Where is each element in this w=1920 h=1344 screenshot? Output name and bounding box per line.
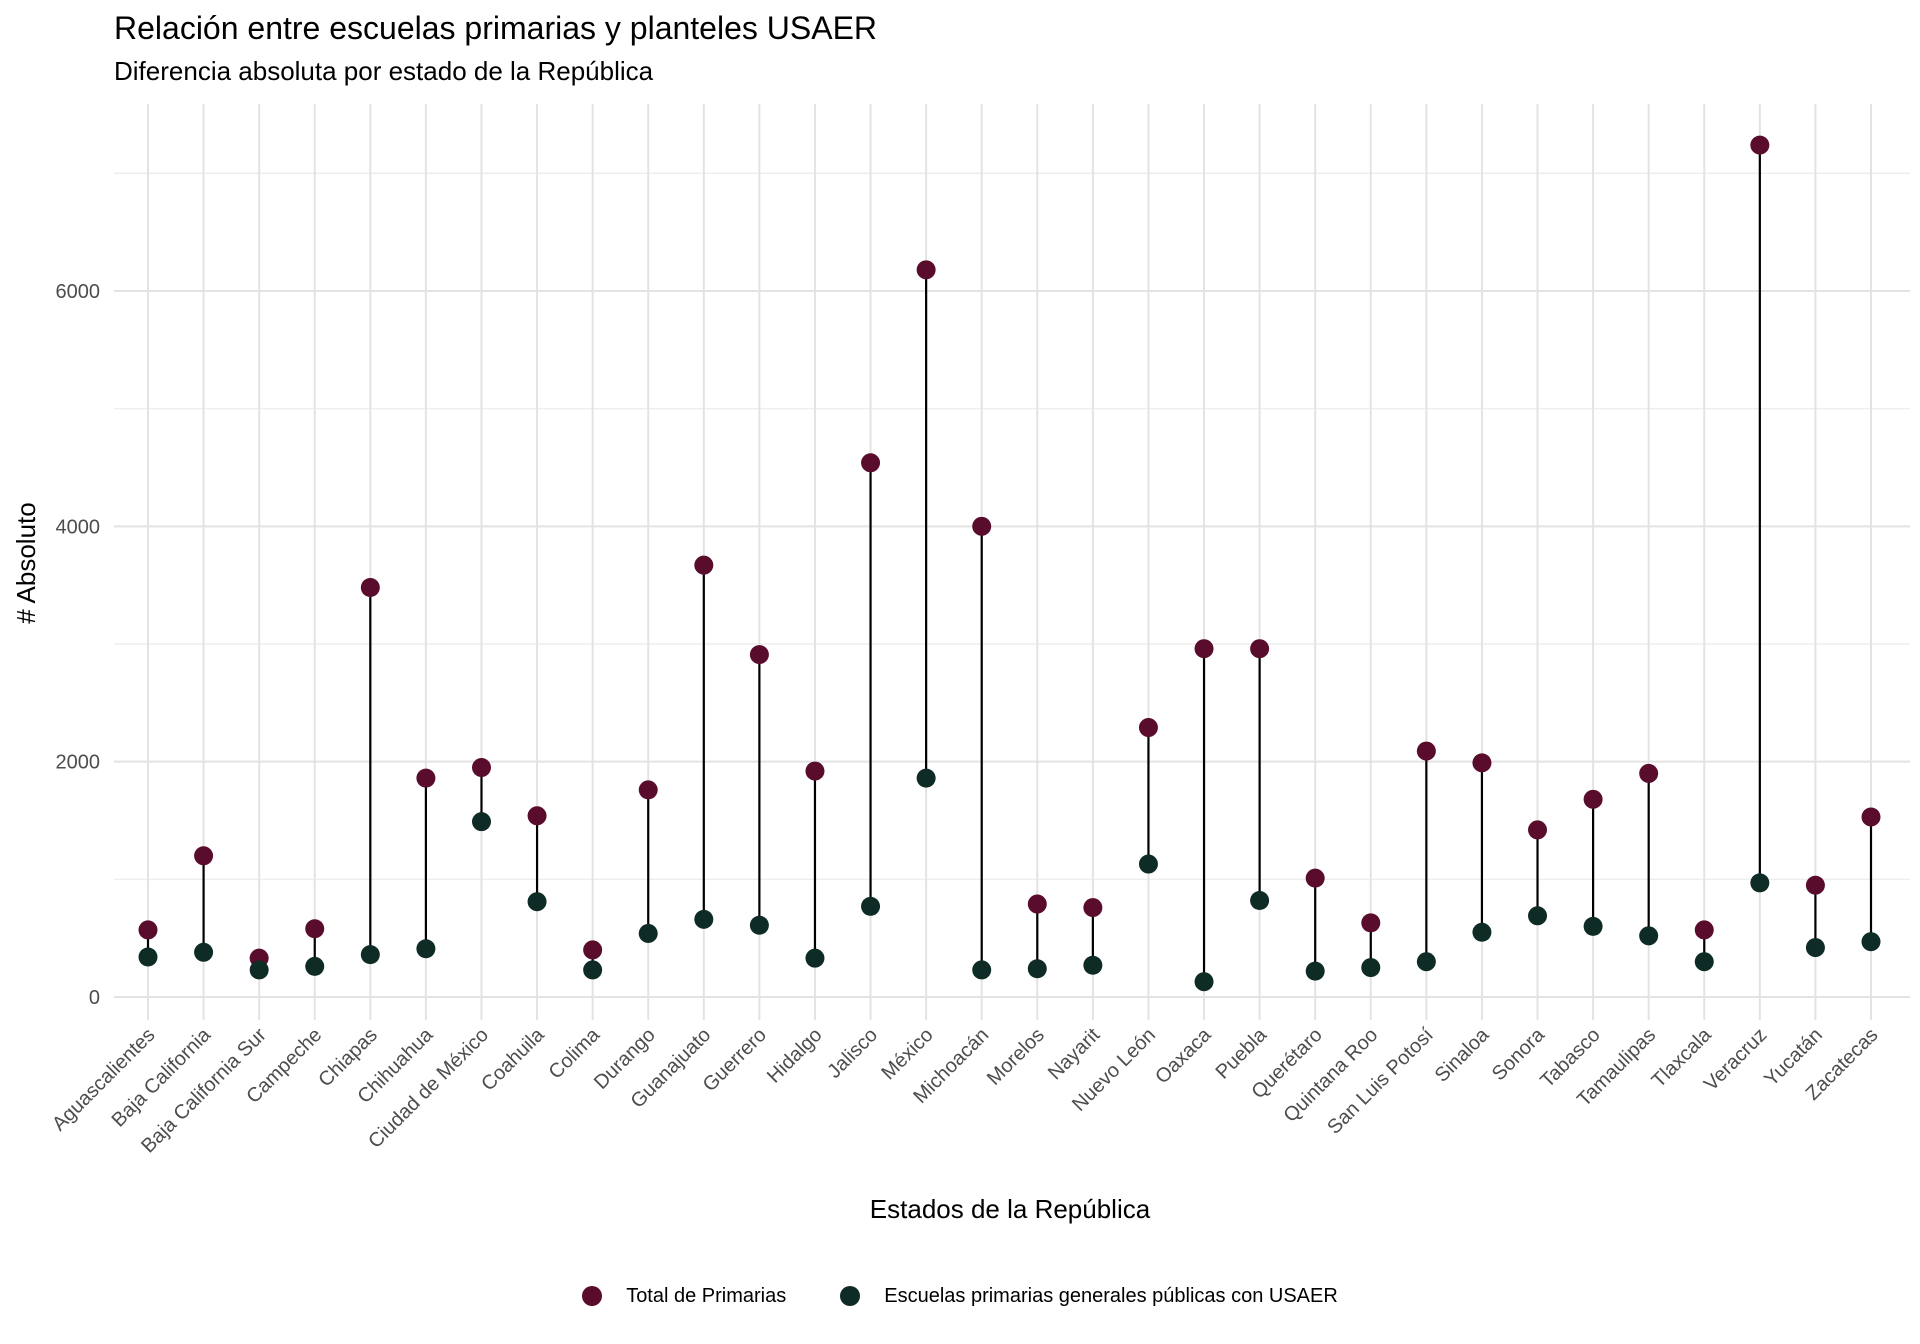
- x-tick-label: Hidalgo: [763, 1024, 827, 1088]
- legend-label-usaer: Escuelas primarias generales públicas co…: [884, 1284, 1338, 1307]
- x-axis-title: Estados de la República: [870, 1194, 1151, 1224]
- point-usaer: [1472, 922, 1492, 942]
- point-total-primarias: [694, 555, 714, 575]
- y-tick-label: 0: [89, 987, 100, 1009]
- point-total-primarias: [1027, 894, 1047, 914]
- point-usaer: [1250, 891, 1270, 911]
- point-usaer: [694, 909, 714, 929]
- point-usaer: [1639, 926, 1659, 946]
- legend-label-total: Total de Primarias: [626, 1284, 787, 1307]
- y-axis-title: # Absoluto: [11, 502, 41, 623]
- point-usaer: [1416, 952, 1436, 972]
- point-total-primarias: [1639, 763, 1659, 783]
- point-total-primarias: [1472, 753, 1492, 773]
- point-total-primarias: [805, 761, 825, 781]
- point-usaer: [305, 956, 325, 976]
- point-total-primarias: [1694, 920, 1714, 940]
- point-total-primarias: [138, 920, 158, 940]
- grid-layer: [114, 104, 1910, 1020]
- legend-swatch-usaer: [840, 1286, 861, 1306]
- point-usaer: [805, 948, 825, 968]
- point-total-primarias: [1250, 639, 1270, 659]
- x-tick-label: Coahuila: [477, 1023, 549, 1095]
- point-total-primarias: [583, 940, 603, 960]
- point-usaer: [527, 892, 547, 912]
- y-tick-label: 4000: [56, 516, 101, 538]
- point-total-primarias: [972, 516, 992, 536]
- chart-title: Relación entre escuelas primarias y plan…: [114, 10, 878, 46]
- point-total-primarias: [1528, 820, 1548, 840]
- point-usaer: [416, 939, 436, 959]
- point-total-primarias: [1083, 898, 1103, 918]
- point-total-primarias: [1861, 807, 1881, 827]
- y-tick-label: 2000: [56, 752, 101, 774]
- point-usaer: [583, 960, 603, 980]
- point-total-primarias: [416, 768, 436, 788]
- y-tick-label: 6000: [56, 281, 101, 303]
- point-total-primarias: [1805, 875, 1825, 895]
- chart-subtitle: Diferencia absoluta por estado de la Rep…: [114, 56, 654, 86]
- legend-item-total: Total de Primarias: [582, 1285, 786, 1308]
- point-usaer: [972, 960, 992, 980]
- legend-item-usaer: Escuelas primarias generales públicas co…: [840, 1285, 1338, 1308]
- point-total-primarias: [1750, 135, 1770, 155]
- point-total-primarias: [1194, 639, 1214, 659]
- point-usaer: [1083, 955, 1103, 975]
- point-total-primarias: [916, 260, 936, 280]
- point-usaer: [1194, 972, 1214, 992]
- point-total-primarias: [1583, 789, 1603, 809]
- point-usaer: [194, 942, 214, 962]
- x-tick-label: Sinaloa: [1431, 1023, 1494, 1086]
- segments-layer: [146, 145, 1873, 982]
- point-usaer: [138, 947, 158, 967]
- point-total-primarias: [861, 453, 881, 473]
- legend-swatch-total: [582, 1286, 603, 1306]
- point-total-primarias: [360, 578, 380, 598]
- point-usaer: [471, 812, 491, 832]
- point-usaer: [249, 960, 269, 980]
- point-total-primarias: [1138, 718, 1158, 738]
- point-usaer: [1694, 952, 1714, 972]
- point-usaer: [861, 896, 881, 916]
- point-usaer: [1583, 916, 1603, 936]
- points-layer: [138, 135, 1881, 992]
- point-usaer: [1305, 961, 1325, 981]
- point-usaer: [749, 915, 769, 935]
- point-usaer: [1750, 873, 1770, 893]
- x-tick-label: Morelos: [983, 1024, 1049, 1090]
- point-total-primarias: [305, 919, 325, 939]
- x-tick-label: Baja California: [108, 1023, 216, 1131]
- point-total-primarias: [1361, 913, 1381, 933]
- point-usaer: [1861, 932, 1881, 952]
- point-usaer: [1361, 958, 1381, 978]
- point-total-primarias: [194, 846, 214, 866]
- point-usaer: [1805, 938, 1825, 958]
- y-tick-labels: 0 2000 4000 6000: [56, 281, 101, 1009]
- point-total-primarias: [1305, 868, 1325, 888]
- point-usaer: [360, 945, 380, 965]
- point-total-primarias: [471, 758, 491, 778]
- x-tick-label: Jalisco: [823, 1024, 882, 1083]
- point-usaer: [1138, 854, 1158, 874]
- point-usaer: [1027, 959, 1047, 979]
- point-usaer: [638, 923, 658, 943]
- point-total-primarias: [749, 645, 769, 665]
- point-total-primarias: [638, 780, 658, 800]
- x-tick-label: Oaxaca: [1151, 1023, 1216, 1088]
- point-usaer: [1528, 906, 1548, 926]
- legend: Total de Primarias Escuelas primarias ge…: [0, 1276, 1920, 1316]
- point-total-primarias: [527, 806, 547, 826]
- point-usaer: [916, 768, 936, 788]
- point-total-primarias: [1416, 741, 1436, 761]
